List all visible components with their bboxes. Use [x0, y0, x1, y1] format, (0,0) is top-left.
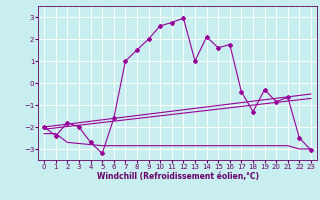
X-axis label: Windchill (Refroidissement éolien,°C): Windchill (Refroidissement éolien,°C)	[97, 172, 259, 181]
